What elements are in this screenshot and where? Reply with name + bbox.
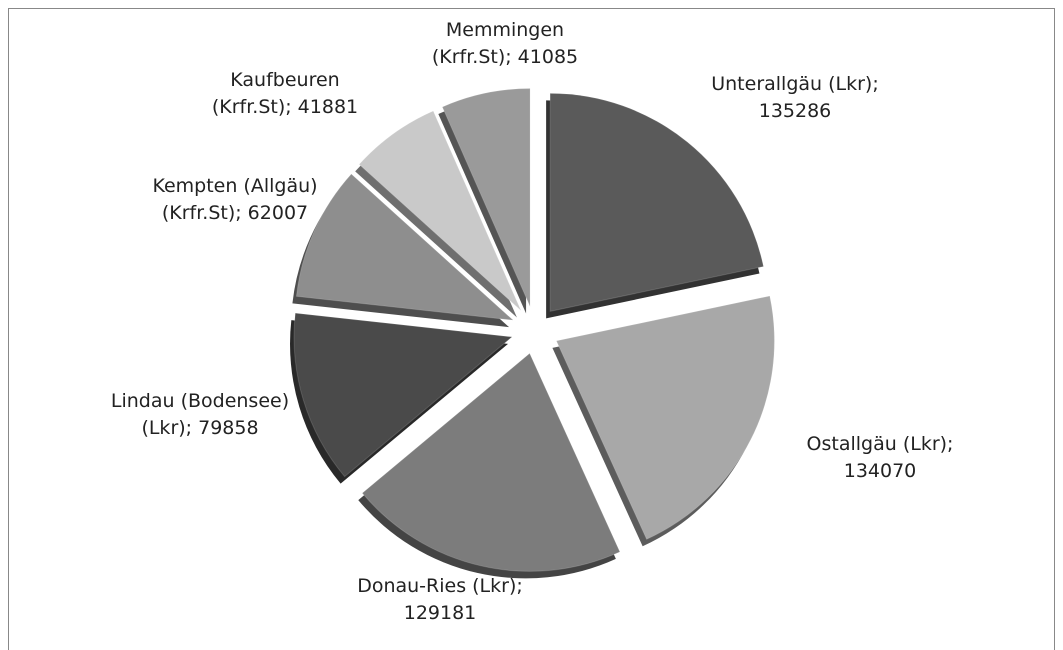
chart-frame bbox=[8, 8, 1055, 650]
pie-slice bbox=[361, 352, 621, 572]
data-label: Kempten (Allgäu) (Krfr.St); 62007 bbox=[152, 175, 318, 224]
pie-slice bbox=[555, 295, 775, 540]
data-label: Donau-Ries (Lkr); 129181 bbox=[357, 575, 523, 624]
data-label: Ostallgäu (Lkr); 134070 bbox=[806, 433, 954, 482]
pie-slice bbox=[295, 173, 515, 321]
data-label: Memmingen (Krfr.St); 41085 bbox=[431, 19, 579, 68]
pie-slice bbox=[293, 312, 514, 478]
data-label: Kaufbeuren (Krfr.St); 41881 bbox=[211, 69, 359, 118]
data-label: Unterallgäu (Lkr); 135286 bbox=[711, 73, 879, 122]
pie-slice bbox=[358, 110, 522, 311]
pie-slice bbox=[441, 88, 531, 307]
pie-slice bbox=[549, 92, 765, 312]
data-label: Lindau (Bodensee) (Lkr); 79858 bbox=[110, 390, 290, 439]
